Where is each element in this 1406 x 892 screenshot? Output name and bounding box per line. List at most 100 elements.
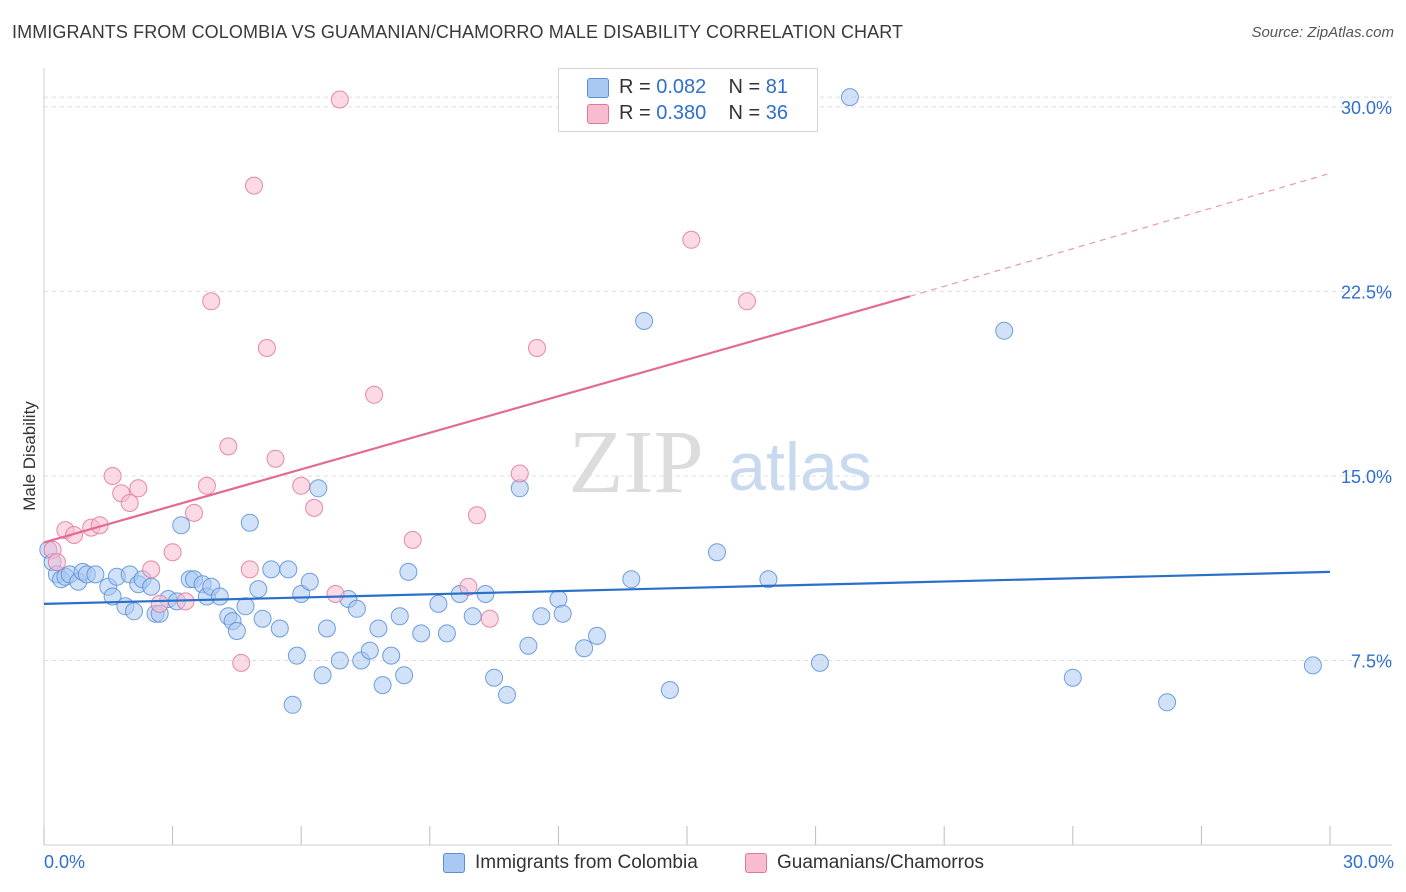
bottom-legend-label-guamanian: Guamanians/Chamorros [777,852,984,873]
data-point [142,560,161,579]
data-point [528,339,546,357]
data-point [708,543,726,562]
trend-lines [43,172,1331,605]
data-point [103,587,122,606]
y-tick-label: 30.0% [1341,98,1392,118]
data-point [253,609,272,628]
data-point [300,572,319,591]
y-tick-label: 15.0% [1341,467,1392,487]
data-point [480,609,499,628]
data-point [313,666,332,685]
data-point [369,619,388,638]
x-tick-max: 30.0% [1342,852,1394,872]
data-point [510,464,529,483]
data-point [399,562,418,581]
series-points-1 [43,90,756,672]
data-point [249,580,268,599]
watermark-atlas: atlas [728,429,872,505]
data-point [287,646,306,665]
data-point [245,176,263,195]
source-credit: Source: ZipAtlas.com [1251,24,1394,41]
data-point [1303,656,1322,675]
data-point [485,668,504,687]
data-point [283,695,302,714]
data-point [120,494,139,512]
series-points-0 [39,88,1322,714]
data-point [390,607,409,626]
data-point [347,599,366,618]
data-point [172,516,191,535]
data-point [197,476,216,495]
data-point [635,312,654,330]
trend-line [43,295,911,544]
legend-n-label: N = [728,102,766,124]
data-point [519,636,538,655]
watermark-zip: ZIP [569,413,704,512]
legend-r-value: 0.082 [656,76,707,98]
data-point [660,681,679,699]
x-tick-min: 0.0% [44,852,86,872]
data-point [210,587,229,606]
data-point [86,565,105,584]
trend-line-extension [909,172,1331,297]
data-point [266,449,285,468]
legend-r-label: R = [619,102,657,124]
trend-line [43,570,1331,605]
data-point [382,646,401,665]
y-tick-label: 22.5% [1341,282,1392,302]
data-point [429,594,448,613]
data-point [759,570,778,589]
data-point [498,685,516,704]
data-point [219,437,238,456]
data-point [365,385,384,404]
chart-title: IMMIGRANTS FROM COLOMBIA VS GUAMANIAN/CH… [12,22,904,42]
data-point [588,626,606,645]
legend-n-value: 36 [765,102,789,124]
data-point [257,339,276,357]
data-point [279,560,298,579]
data-point [240,560,259,579]
data-point [129,479,148,498]
data-point [553,604,572,623]
data-point [236,597,255,616]
data-point [532,607,551,626]
y-tick-labels: 7.5% 15.0% 22.5% 30.0% [1341,98,1392,672]
data-point [292,476,311,495]
data-point [995,321,1014,340]
data-point [270,619,289,638]
watermark: ZIP atlas [569,413,872,512]
data-point [468,506,486,525]
data-point [227,622,246,640]
legend-swatch-guamanian [587,104,609,124]
data-point [682,230,701,249]
data-point [412,624,431,643]
data-point [262,560,281,579]
data-point [330,651,349,670]
data-point [163,543,182,562]
data-point [622,570,641,589]
y-tick-label: 7.5% [1351,651,1392,671]
data-point [232,653,251,672]
data-point [373,676,392,695]
data-point [403,530,422,549]
legend-n-label: N = [728,76,766,98]
data-point [240,513,259,532]
data-point [125,602,143,621]
data-point [309,479,328,498]
data-point [305,498,324,517]
bottom-legend-swatch-guamanian [745,853,767,873]
data-point [1063,668,1082,687]
correlation-legend: R = 0.082 N = 81 R = 0.380 N = 36 [558,68,818,132]
data-point [738,292,756,311]
axes [43,68,1392,846]
data-point [395,666,414,685]
bottom-legend-label-colombia: Immigrants from Colombia [475,852,698,873]
legend-r-value: 0.380 [656,102,707,124]
legend-n-value: 81 [765,76,789,98]
data-point [437,624,456,643]
data-point [47,553,66,572]
data-point [810,653,829,672]
data-point [142,577,161,596]
data-points [39,88,1322,714]
